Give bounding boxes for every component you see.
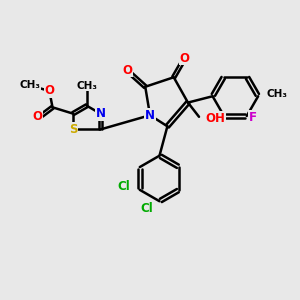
Text: CH₃: CH₃ [76,81,97,91]
Text: O: O [180,52,190,65]
Text: Cl: Cl [140,202,153,215]
Text: N: N [95,107,106,120]
Text: CH₃: CH₃ [20,80,41,89]
Text: F: F [249,111,257,124]
Text: OH: OH [205,112,225,125]
Text: N: N [145,109,155,122]
Text: O: O [32,110,42,123]
Text: O: O [123,64,133,76]
Text: S: S [69,123,77,136]
Text: O: O [44,84,54,98]
Text: Cl: Cl [117,179,130,193]
Text: CH₃: CH₃ [267,89,288,99]
